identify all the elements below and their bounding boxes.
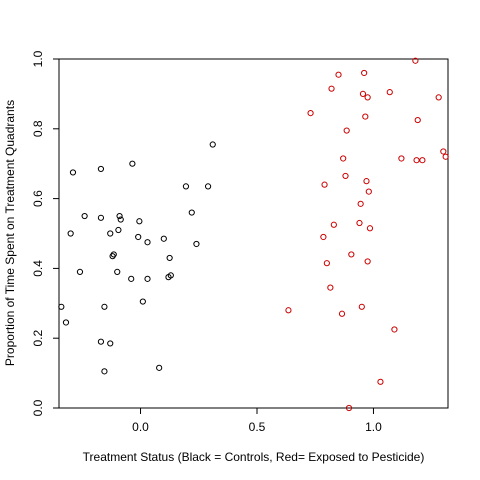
data-point	[67, 230, 74, 237]
plot-frame	[58, 58, 449, 409]
data-point	[156, 364, 163, 371]
data-point	[366, 225, 374, 232]
data-point	[204, 183, 212, 190]
data-point	[365, 188, 372, 195]
data-point	[323, 260, 330, 267]
data-point	[377, 378, 384, 385]
data-point	[97, 214, 105, 221]
x-tick-label: 0.0	[132, 420, 149, 434]
data-point	[307, 109, 314, 117]
data-point	[128, 275, 135, 282]
data-point	[166, 254, 173, 262]
data-point	[101, 303, 108, 310]
data-point	[107, 230, 114, 237]
data-point	[356, 219, 363, 227]
data-point	[81, 212, 88, 220]
data-point	[328, 85, 335, 92]
data-point	[321, 181, 328, 188]
x-tick-label: 1.0	[365, 420, 382, 434]
data-point	[167, 272, 174, 279]
data-point	[414, 116, 421, 124]
data-point	[363, 178, 370, 185]
data-point	[136, 218, 143, 225]
data-point	[129, 160, 136, 167]
data-point	[107, 340, 114, 347]
data-point	[110, 251, 117, 258]
y-tick-label: 0.0	[31, 399, 45, 416]
data-point	[412, 57, 419, 64]
data-point	[364, 258, 371, 265]
y-tick-label: 0.6	[31, 190, 45, 207]
y-tick-label: 0.2	[31, 330, 45, 347]
data-point	[340, 155, 347, 162]
data-point	[442, 153, 449, 160]
data-point	[359, 90, 367, 98]
data-point	[320, 233, 327, 241]
data-point	[419, 157, 426, 164]
data-point	[116, 212, 123, 220]
data-point	[330, 221, 337, 228]
data-point	[144, 275, 151, 282]
data-point	[440, 148, 447, 155]
data-point	[435, 94, 442, 101]
data-point	[135, 233, 142, 241]
data-point	[386, 89, 393, 96]
data-point	[391, 326, 398, 333]
data-point	[338, 310, 346, 317]
y-axis-title: Proportion of Time Spent on Treatment Qu…	[3, 100, 17, 366]
data-point	[193, 240, 200, 248]
x-axis: 0.0 0.5 1.0	[132, 408, 382, 434]
y-axis: 0.0 0.2 0.4 0.6 0.8 1.0	[31, 50, 59, 416]
data-point	[362, 113, 369, 120]
y-tick-label: 0.4	[31, 260, 45, 277]
data-point	[76, 268, 84, 275]
x-tick-label: 0.5	[249, 420, 266, 434]
y-tick-label: 0.8	[31, 120, 45, 137]
data-point	[144, 239, 151, 246]
data-point	[160, 235, 167, 242]
data-point	[209, 141, 216, 148]
data-point	[69, 169, 77, 176]
data-point	[188, 209, 195, 216]
data-point	[114, 268, 121, 275]
data-point	[342, 172, 349, 180]
data-point	[117, 216, 124, 223]
data-point	[285, 307, 292, 314]
data-point	[348, 251, 355, 258]
data-point	[343, 127, 350, 134]
data-point	[364, 94, 371, 101]
data-point	[413, 157, 420, 164]
data-point	[139, 298, 146, 305]
data-points	[58, 57, 449, 412]
data-point	[361, 69, 368, 77]
data-point	[357, 200, 364, 207]
data-point	[327, 284, 334, 291]
data-point	[58, 303, 65, 310]
y-tick-label: 1.0	[31, 50, 45, 67]
data-point	[115, 226, 122, 234]
data-point	[398, 155, 405, 162]
x-axis-title: Treatment Status (Black = Controls, Red=…	[83, 450, 425, 464]
data-point	[97, 338, 105, 345]
data-point	[101, 368, 108, 375]
data-point	[335, 71, 342, 78]
data-point	[358, 303, 365, 310]
data-point	[182, 183, 190, 190]
data-point	[345, 404, 353, 412]
data-point	[97, 165, 105, 173]
data-point	[62, 319, 70, 326]
